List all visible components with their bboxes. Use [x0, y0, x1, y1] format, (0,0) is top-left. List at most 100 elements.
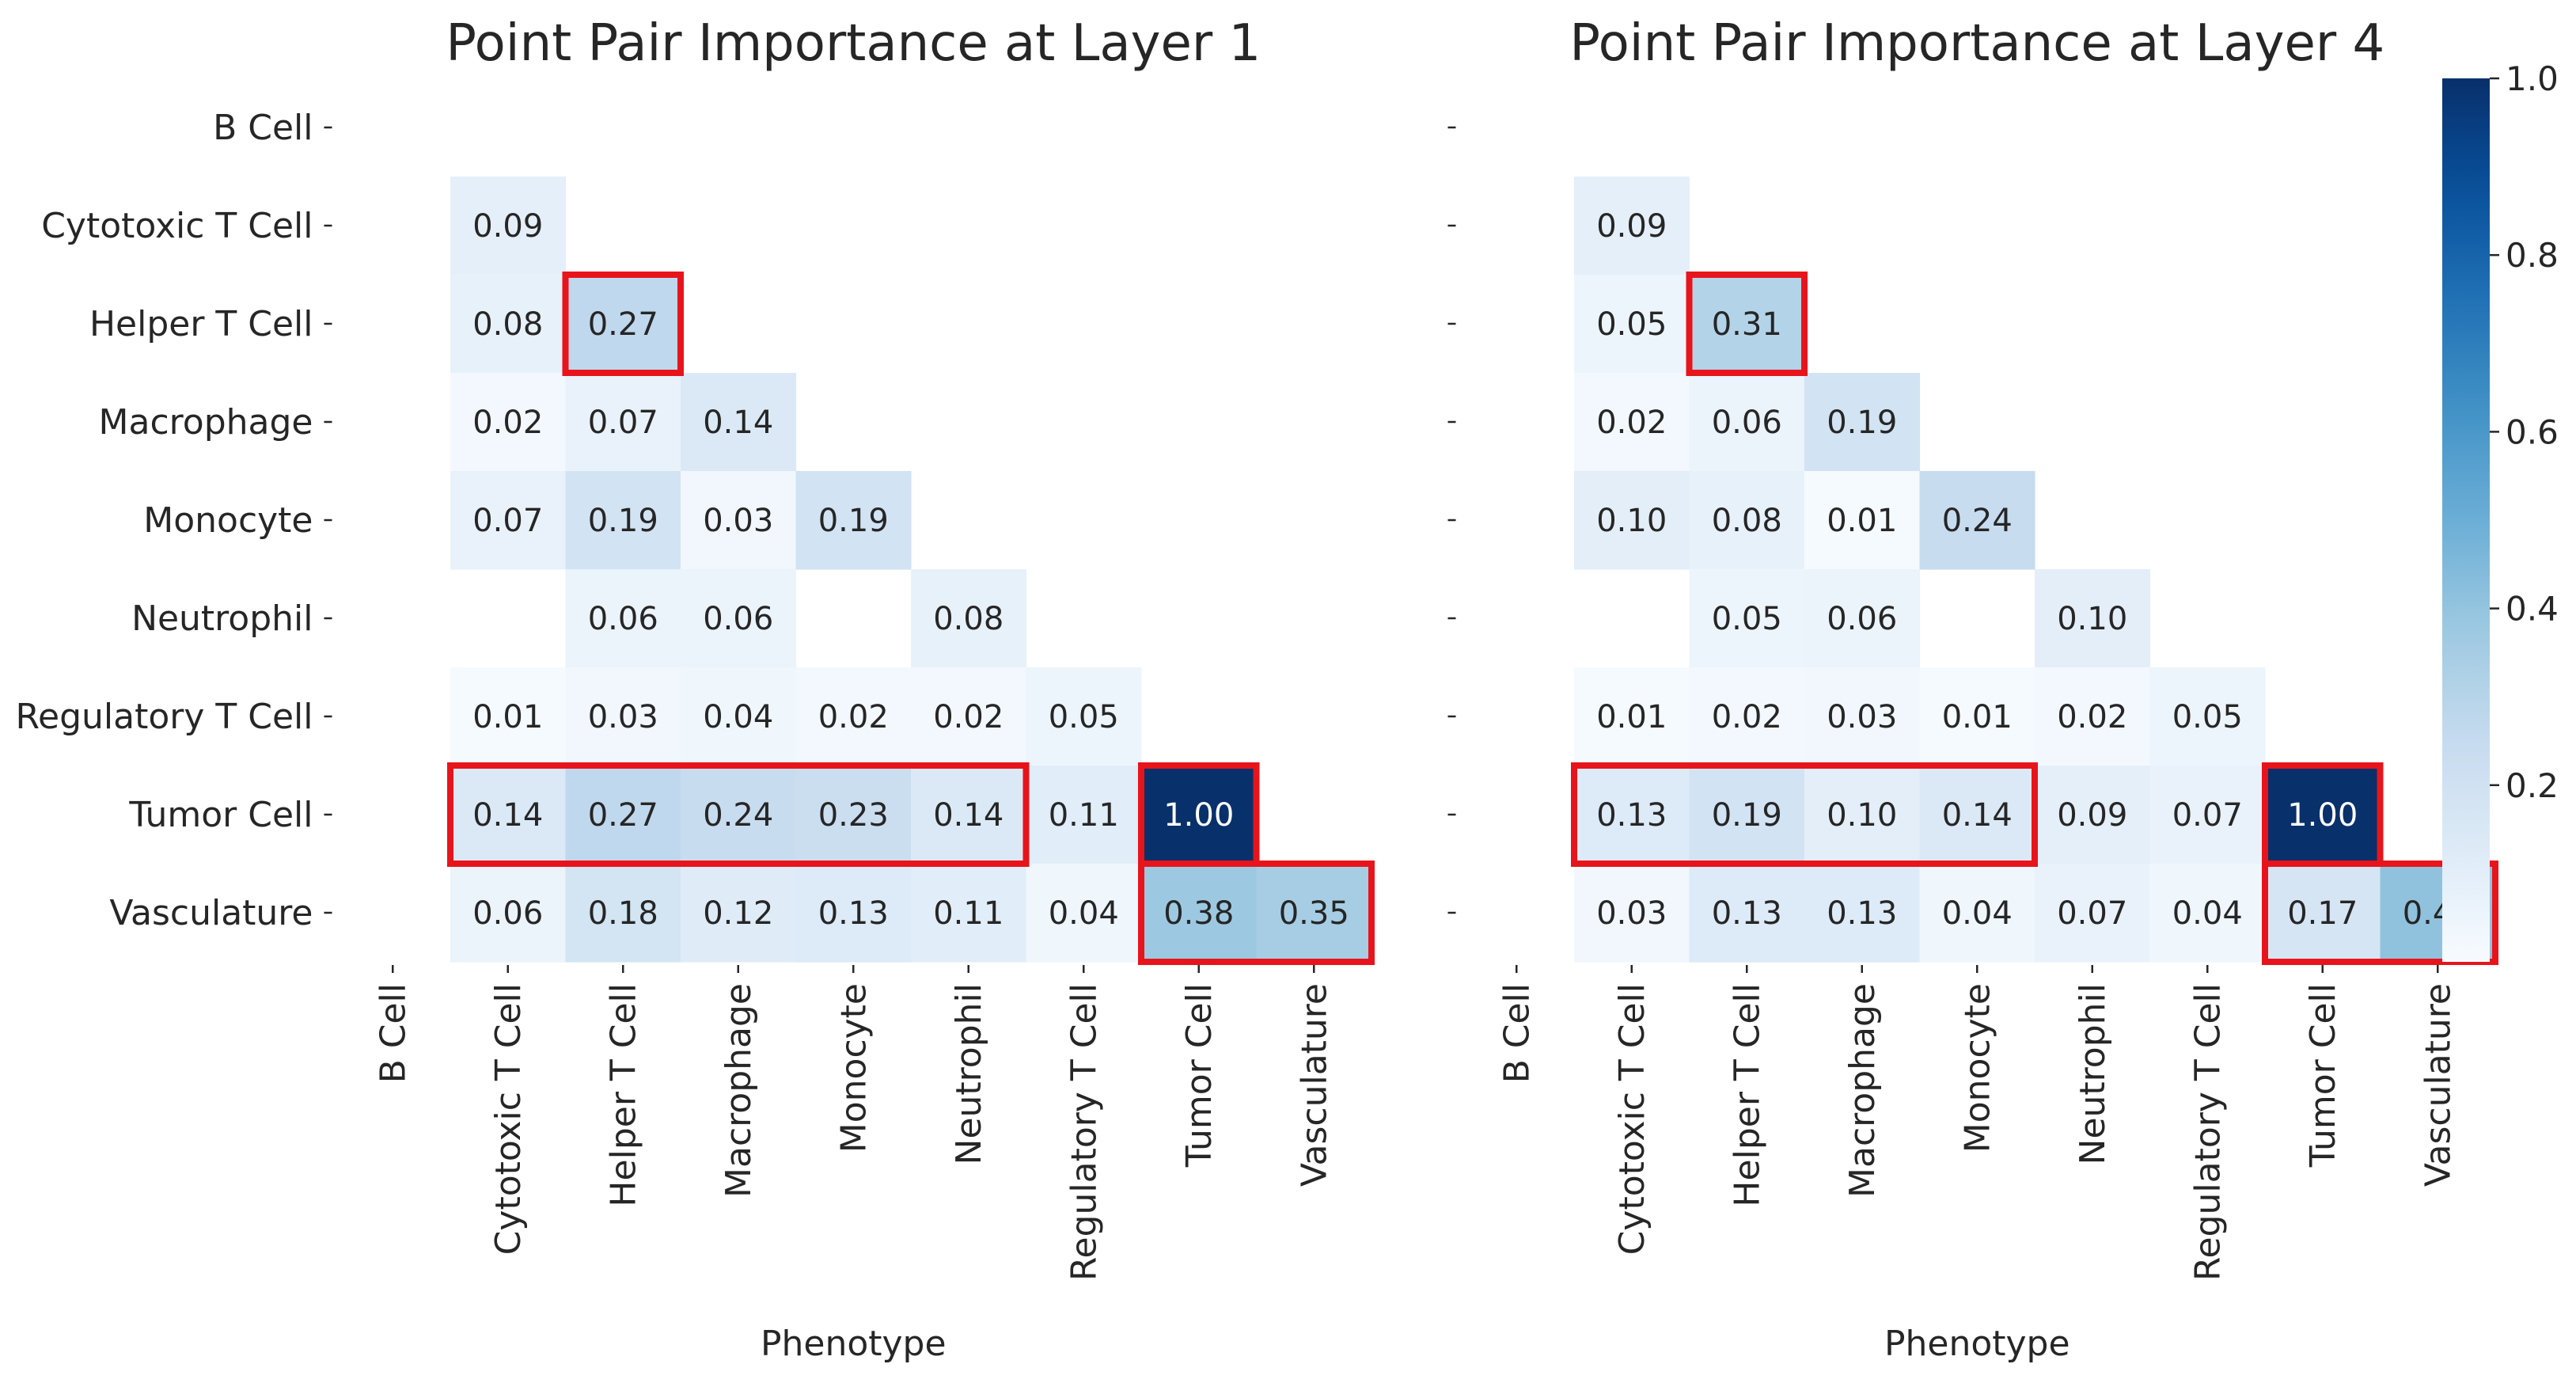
- heatmap-cell: [1689, 471, 1805, 570]
- heatmap-cell: [1026, 667, 1142, 766]
- heatmap-cell: [2035, 766, 2151, 864]
- cell-value-label: 0.19: [1712, 797, 1782, 834]
- cell-value-label: 0.02: [472, 405, 543, 441]
- cell-value-label: 0.02: [933, 699, 1003, 735]
- cell-value-label: 1.00: [1163, 797, 1234, 834]
- cell-value-label: 0.07: [2057, 895, 2127, 932]
- cell-value-label: 0.03: [588, 699, 658, 735]
- x-tick-label: Tumor Cell: [2303, 983, 2343, 1168]
- heatmap-cell: [450, 864, 567, 963]
- x-tick-label: Cytotoxic T Cell: [488, 983, 529, 1255]
- highlight-box: [2262, 861, 2498, 965]
- heatmap-cell: [1574, 275, 1690, 374]
- heatmap-cell: [1804, 667, 1921, 766]
- cell-value-label: 0.14: [1942, 797, 2013, 834]
- cell-value-label: 0.06: [472, 895, 543, 932]
- y-tick-label: B Cell: [213, 108, 313, 148]
- cell-value-label: 0.04: [703, 699, 773, 735]
- cell-value-label: 0.11: [1049, 797, 1119, 834]
- heatmap-cell: [681, 471, 797, 570]
- x-tick-label: Helper T Cell: [1727, 983, 1767, 1207]
- heatmap-cell: [1804, 569, 1921, 668]
- x-axis-label: Phenotype: [1884, 1324, 2070, 1364]
- heatmap-cell: [681, 864, 797, 963]
- cell-value-label: 0.06: [703, 601, 773, 637]
- heatmap-cell: [681, 569, 797, 668]
- heatmap-cell: [1804, 864, 1921, 963]
- x-tick-label: Neutrophil: [2073, 983, 2113, 1165]
- cell-value-label: 0.18: [588, 895, 658, 932]
- heatmap-cell: [795, 864, 912, 963]
- heatmap-cell: [681, 667, 797, 766]
- cell-value-label: 0.24: [703, 797, 773, 834]
- cell-value-label: 0.19: [818, 503, 889, 539]
- cell-value-label: 0.10: [1827, 797, 1897, 834]
- x-tick-label: B Cell: [373, 983, 413, 1083]
- heatmap-cell: [1574, 373, 1690, 472]
- cell-value-label: 0.07: [472, 503, 543, 539]
- y-tick-label: Cytotoxic T Cell: [41, 206, 313, 246]
- heatmap-cell: [795, 667, 912, 766]
- heatmap-cell: [911, 864, 1027, 963]
- heatmap-cell: [795, 766, 912, 864]
- x-tick-label: Cytotoxic T Cell: [1612, 983, 1652, 1255]
- y-tick-label: Regulatory T Cell: [15, 697, 313, 737]
- heatmap-cell: [565, 471, 681, 570]
- x-tick-label: Regulatory T Cell: [1064, 983, 1104, 1281]
- heatmap-cell: [2035, 569, 2151, 668]
- heatmap-cell: [2149, 864, 2266, 963]
- x-tick-label: Tumor Cell: [1179, 983, 1220, 1168]
- heatmap-cell: [795, 471, 912, 570]
- heatmap-cell: [1574, 177, 1690, 275]
- x-tick-label: B Cell: [1497, 983, 1537, 1083]
- cell-value-label: 0.07: [588, 405, 658, 441]
- cell-value-label: 0.06: [588, 601, 658, 637]
- chart-title: Point Pair Importance at Layer 1: [446, 14, 1261, 73]
- cell-value-label: 0.14: [933, 797, 1003, 834]
- colorbar-tick-label: 0.4: [2506, 590, 2559, 629]
- heatmap-cell: [2149, 766, 2266, 864]
- heatmap-cell: [681, 373, 797, 472]
- heatmap-cell: [1919, 766, 2035, 864]
- cell-value-label: 0.05: [1049, 699, 1119, 735]
- cell-value-label: 0.17: [2287, 895, 2358, 932]
- cell-value-label: 0.19: [588, 503, 658, 539]
- heatmap-cell: [565, 864, 681, 963]
- heatmap-cell: [1689, 667, 1805, 766]
- cell-value-label: 0.03: [1596, 895, 1667, 932]
- highlight-box: [1138, 861, 1375, 965]
- heatmap-cell: [2149, 667, 2266, 766]
- highlight-box: [447, 762, 1030, 867]
- cell-value-label: 0.14: [472, 797, 543, 834]
- cell-value-label: 0.08: [933, 601, 1003, 637]
- cell-value-label: 0.04: [1049, 895, 1119, 932]
- cell-value-label: 0.27: [588, 306, 658, 343]
- x-tick-label: Neutrophil: [949, 983, 989, 1165]
- colorbar: 0.2 0.4 0.6 0.8 1.0: [2442, 59, 2559, 962]
- heatmap-cell: [1919, 667, 2035, 766]
- heatmap-cell: [2265, 864, 2381, 963]
- heatmap-cell: [1256, 864, 1372, 963]
- heatmap-cell: [1804, 373, 1921, 472]
- cell-value-label: 0.35: [1279, 895, 1349, 932]
- heatmap-cell: [1574, 766, 1690, 864]
- heatmap-cell: [565, 275, 681, 374]
- cell-value-label: 0.14: [703, 405, 773, 441]
- cell-value-label: 0.05: [1596, 306, 1667, 343]
- heatmap-cell: [2035, 864, 2151, 963]
- cell-value-label: 1.00: [2287, 797, 2358, 834]
- y-tick-label: Neutrophil: [131, 598, 313, 639]
- y-tick-label: Helper T Cell: [89, 304, 313, 344]
- cell-value-label: 0.12: [703, 895, 773, 932]
- heatmap-cell: [1804, 471, 1921, 570]
- cell-value-label: 0.09: [1596, 208, 1667, 245]
- heatmap-cell: [565, 373, 681, 472]
- heatmap-cell: [1689, 864, 1805, 963]
- x-tick-label: Macrophage: [1842, 983, 1883, 1198]
- y-tick-label: Monocyte: [143, 500, 313, 541]
- cell-value-label: 0.19: [1827, 405, 1897, 441]
- cell-value-label: 0.13: [1827, 895, 1897, 932]
- cell-value-label: 0.23: [818, 797, 889, 834]
- x-tick-label: Regulatory T Cell: [2187, 983, 2228, 1281]
- colorbar-gradient: [2442, 78, 2490, 962]
